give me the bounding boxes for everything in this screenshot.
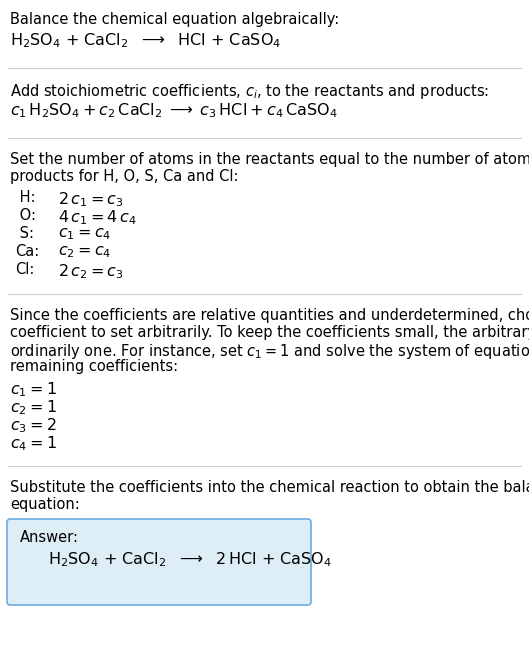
Text: Cl:: Cl: [15,262,34,277]
Text: ordinarily one. For instance, set $c_1 = 1$ and solve the system of equations fo: ordinarily one. For instance, set $c_1 =… [10,342,529,361]
Text: Balance the chemical equation algebraically:: Balance the chemical equation algebraica… [10,12,339,27]
Text: $c_4 = 1$: $c_4 = 1$ [10,434,57,453]
Text: $c_1 = c_4$: $c_1 = c_4$ [58,226,111,242]
Text: O:: O: [15,208,36,223]
Text: $2\,c_1 = c_3$: $2\,c_1 = c_3$ [58,190,124,209]
Text: Ca:: Ca: [15,244,39,259]
Text: $c_2 = c_4$: $c_2 = c_4$ [58,244,111,259]
Text: $\mathregular{H_2SO_4}$ + $\mathregular{CaCl_2}$  $\longrightarrow$  $\mathregul: $\mathregular{H_2SO_4}$ + $\mathregular{… [10,31,281,50]
Text: H:: H: [15,190,35,205]
Text: $2\,c_2 = c_3$: $2\,c_2 = c_3$ [58,262,124,281]
Text: equation:: equation: [10,497,80,512]
Text: Set the number of atoms in the reactants equal to the number of atoms in the: Set the number of atoms in the reactants… [10,152,529,167]
Text: $4\,c_1 = 4\,c_4$: $4\,c_1 = 4\,c_4$ [58,208,137,226]
Text: Add stoichiometric coefficients, $c_i$, to the reactants and products:: Add stoichiometric coefficients, $c_i$, … [10,82,489,101]
Text: $c_2 = 1$: $c_2 = 1$ [10,398,57,417]
Text: $c_1 = 1$: $c_1 = 1$ [10,380,57,399]
Text: S:: S: [15,226,34,241]
Text: Answer:: Answer: [20,530,79,545]
Text: coefficient to set arbitrarily. To keep the coefficients small, the arbitrary va: coefficient to set arbitrarily. To keep … [10,325,529,340]
Text: Since the coefficients are relative quantities and underdetermined, choose a: Since the coefficients are relative quan… [10,308,529,323]
Text: $\mathregular{H_2SO_4}$ + $\mathregular{CaCl_2}$  $\longrightarrow$  $2\,\mathre: $\mathregular{H_2SO_4}$ + $\mathregular{… [48,550,332,569]
Text: $c_3 = 2$: $c_3 = 2$ [10,416,57,435]
Text: $c_1\,\mathregular{H_2SO_4} + c_2\,\mathregular{CaCl_2} \;\longrightarrow\; c_3\: $c_1\,\mathregular{H_2SO_4} + c_2\,\math… [10,101,338,120]
Text: remaining coefficients:: remaining coefficients: [10,359,178,374]
Text: products for H, O, S, Ca and Cl:: products for H, O, S, Ca and Cl: [10,169,239,184]
Text: Substitute the coefficients into the chemical reaction to obtain the balanced: Substitute the coefficients into the che… [10,480,529,495]
FancyBboxPatch shape [7,519,311,605]
